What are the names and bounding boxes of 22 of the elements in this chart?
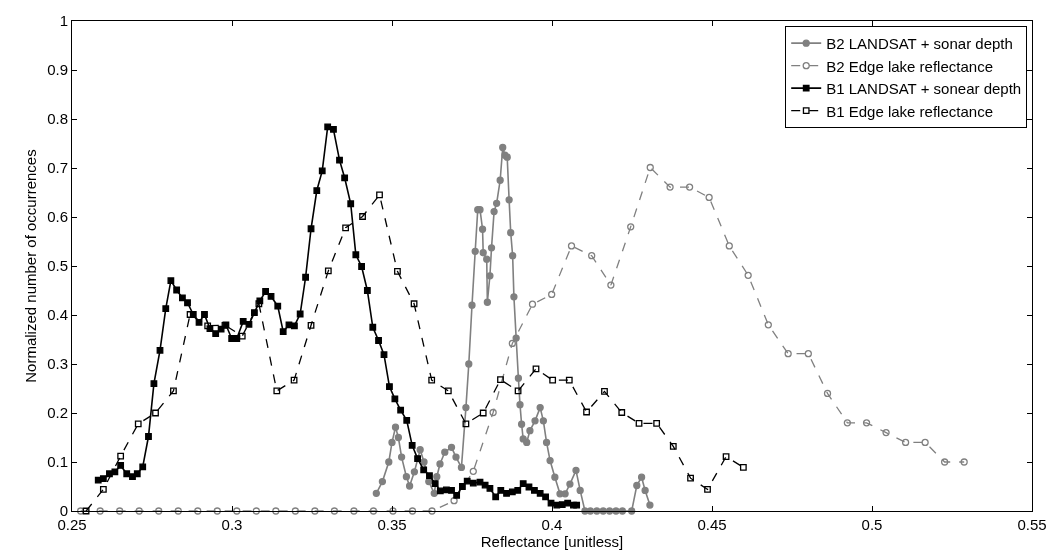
y-tick-label: 1: [59, 12, 68, 30]
x-tick-label: 0.55: [1017, 516, 1047, 533]
y-tick-label: 0.3: [47, 355, 68, 373]
x-tick-label: 0.5: [861, 516, 883, 533]
y-tick-label: 0.6: [47, 208, 68, 226]
legend-label: B2 LANDSAT + sonar depth: [826, 35, 1013, 52]
y-tick-label: 0.2: [47, 404, 68, 422]
legend-label: B1 LANDSAT + sonear depth: [826, 80, 1022, 97]
y-tick-label: 0.4: [47, 306, 68, 324]
x-tick-label: 0.3: [221, 516, 243, 533]
x-tick-label: 0.35: [377, 516, 407, 533]
y-tick-label: 0.8: [47, 110, 68, 128]
y-tick-label: 0.9: [47, 61, 68, 79]
legend-label: B1 Edge lake reflectance: [826, 102, 993, 120]
x-tick-label: 0.45: [697, 516, 727, 533]
y-axis-title: Normalized number of occurrences: [22, 149, 40, 383]
legend-label: B2 Edge lake reflectance: [826, 57, 993, 75]
y-tick-label: 0.5: [47, 257, 68, 275]
x-tick-label: 0.4: [541, 516, 563, 533]
x-axis-title: Reflectance [unitless]: [480, 533, 624, 550]
y-tick-label: 0.1: [47, 453, 68, 471]
y-tick-label: 0.7: [47, 159, 68, 177]
